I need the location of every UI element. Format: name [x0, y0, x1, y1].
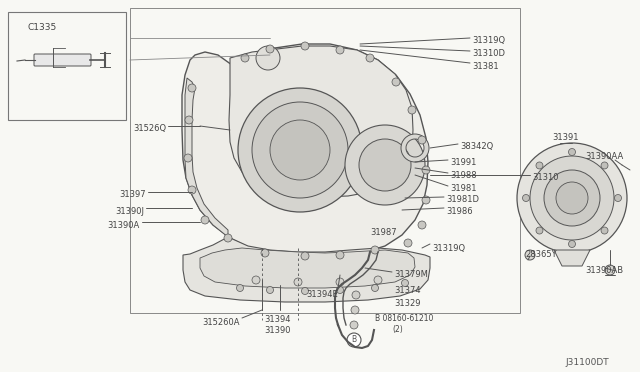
Circle shape — [392, 78, 400, 86]
Text: 31374: 31374 — [394, 286, 420, 295]
Circle shape — [241, 54, 249, 62]
Text: 31987: 31987 — [370, 228, 397, 237]
Text: 31390J: 31390J — [115, 207, 144, 216]
Text: 31390A: 31390A — [108, 221, 140, 230]
Text: 31394: 31394 — [265, 315, 291, 324]
Circle shape — [301, 252, 309, 260]
Circle shape — [530, 156, 614, 240]
Circle shape — [270, 120, 330, 180]
Circle shape — [266, 45, 274, 53]
Circle shape — [237, 285, 243, 292]
Text: 31390AB: 31390AB — [585, 266, 623, 275]
Text: 315260A: 315260A — [202, 318, 240, 327]
Polygon shape — [200, 248, 415, 288]
Circle shape — [256, 46, 280, 70]
Circle shape — [336, 278, 344, 286]
Text: 31981: 31981 — [450, 184, 477, 193]
Polygon shape — [182, 44, 428, 257]
Text: 31986: 31986 — [446, 207, 472, 216]
Text: B: B — [351, 336, 356, 344]
Circle shape — [525, 250, 535, 260]
Circle shape — [185, 116, 193, 124]
Circle shape — [408, 106, 416, 114]
Circle shape — [605, 265, 615, 275]
Circle shape — [201, 216, 209, 224]
Text: 31310D: 31310D — [472, 49, 505, 58]
Circle shape — [544, 170, 600, 226]
Circle shape — [568, 241, 575, 247]
Circle shape — [184, 154, 192, 162]
Circle shape — [261, 249, 269, 257]
Polygon shape — [185, 78, 228, 237]
Circle shape — [351, 306, 359, 314]
Text: 31394E: 31394E — [306, 290, 338, 299]
Circle shape — [359, 139, 411, 191]
Circle shape — [517, 143, 627, 253]
Circle shape — [418, 136, 426, 144]
Circle shape — [401, 279, 408, 286]
Circle shape — [337, 286, 344, 294]
Circle shape — [266, 286, 273, 294]
Circle shape — [301, 42, 309, 50]
Circle shape — [371, 285, 378, 292]
Text: 38342Q: 38342Q — [460, 142, 493, 151]
Circle shape — [336, 46, 344, 54]
FancyBboxPatch shape — [34, 54, 91, 66]
Polygon shape — [229, 46, 413, 197]
Circle shape — [238, 88, 362, 212]
Circle shape — [614, 195, 621, 202]
Circle shape — [294, 278, 302, 286]
Circle shape — [347, 333, 361, 347]
Circle shape — [601, 162, 608, 169]
Circle shape — [366, 54, 374, 62]
Circle shape — [556, 182, 588, 214]
Text: 28365Y: 28365Y — [525, 250, 557, 259]
Circle shape — [536, 162, 543, 169]
Circle shape — [422, 196, 430, 204]
Polygon shape — [554, 250, 590, 266]
Bar — [8, 12, 126, 120]
Circle shape — [522, 195, 529, 202]
Circle shape — [188, 186, 196, 194]
Circle shape — [371, 246, 379, 254]
Circle shape — [252, 276, 260, 284]
Circle shape — [252, 102, 348, 198]
Text: 31526Q: 31526Q — [133, 124, 166, 133]
Text: C1335: C1335 — [28, 23, 57, 32]
Text: 31988: 31988 — [450, 171, 477, 180]
Text: 31991: 31991 — [450, 158, 476, 167]
Circle shape — [601, 227, 608, 234]
Text: (2): (2) — [392, 325, 403, 334]
Text: 31319Q: 31319Q — [432, 244, 465, 253]
Text: B 08160-61210: B 08160-61210 — [375, 314, 433, 323]
Text: J31100DT: J31100DT — [565, 358, 609, 367]
Polygon shape — [183, 237, 430, 302]
Text: 31390: 31390 — [265, 326, 291, 335]
Circle shape — [352, 291, 360, 299]
Text: 31329: 31329 — [394, 299, 420, 308]
Text: 31319Q: 31319Q — [472, 36, 505, 45]
Circle shape — [568, 148, 575, 155]
Circle shape — [345, 125, 425, 205]
Circle shape — [536, 227, 543, 234]
Circle shape — [374, 276, 382, 284]
Text: 31397: 31397 — [120, 190, 146, 199]
Bar — [130, 8, 520, 313]
Text: 31310: 31310 — [532, 173, 559, 182]
Circle shape — [422, 166, 430, 174]
Text: 31981D: 31981D — [446, 195, 479, 204]
Circle shape — [188, 84, 196, 92]
Text: 31381: 31381 — [472, 62, 499, 71]
Text: 31379M: 31379M — [394, 270, 428, 279]
Circle shape — [404, 239, 412, 247]
Circle shape — [350, 321, 358, 329]
Circle shape — [336, 251, 344, 259]
Text: 31390AA: 31390AA — [585, 152, 623, 161]
Text: 31391: 31391 — [552, 133, 579, 142]
Circle shape — [418, 221, 426, 229]
Circle shape — [224, 234, 232, 242]
Circle shape — [301, 288, 308, 295]
